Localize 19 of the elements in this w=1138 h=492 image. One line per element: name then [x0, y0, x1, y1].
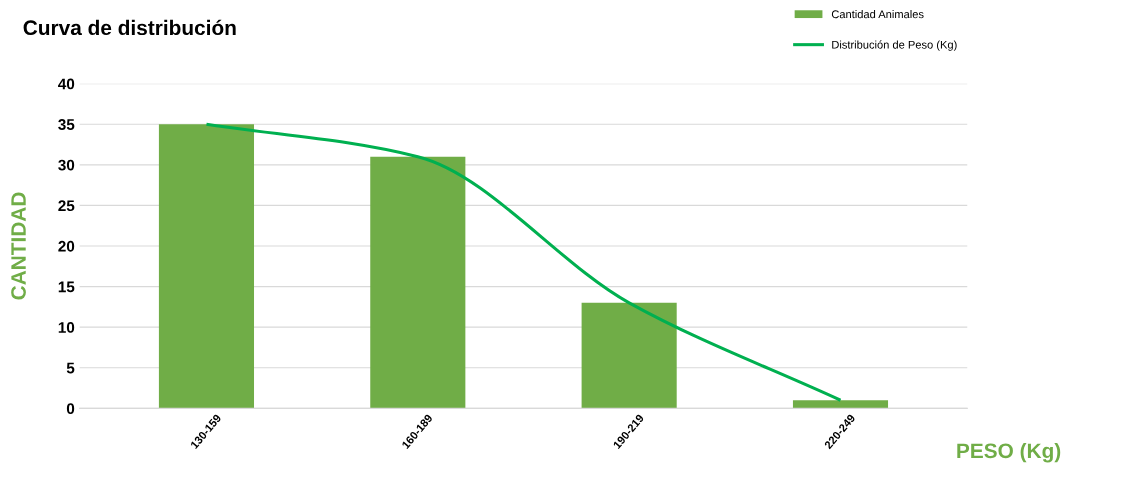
y-tick-label: 30 — [58, 159, 75, 171]
y-tick-label: 25 — [58, 200, 75, 212]
line-series — [204, 122, 843, 402]
bar — [792, 400, 889, 409]
y-tick-label: 40 — [58, 78, 75, 90]
y-tick-label: 5 — [66, 362, 75, 374]
bar — [370, 156, 466, 409]
bar — [158, 124, 255, 409]
legend-label: Cantidad Animales — [831, 10, 924, 19]
legend-label: Distribución de Peso (Kg) — [832, 40, 957, 51]
y-tick-label: 10 — [58, 322, 75, 333]
y-axis-title: CANTIDAD — [11, 192, 26, 300]
bar — [581, 302, 677, 409]
y-tick-label: 15 — [58, 281, 75, 293]
x-axis-title: PESO (Kg) — [957, 442, 1061, 463]
y-tick-label: 35 — [58, 119, 75, 130]
y-tick-label: 0 — [66, 403, 75, 415]
y-tick-label: 20 — [58, 240, 75, 252]
chart-title: Curva de distribución — [23, 19, 236, 36]
